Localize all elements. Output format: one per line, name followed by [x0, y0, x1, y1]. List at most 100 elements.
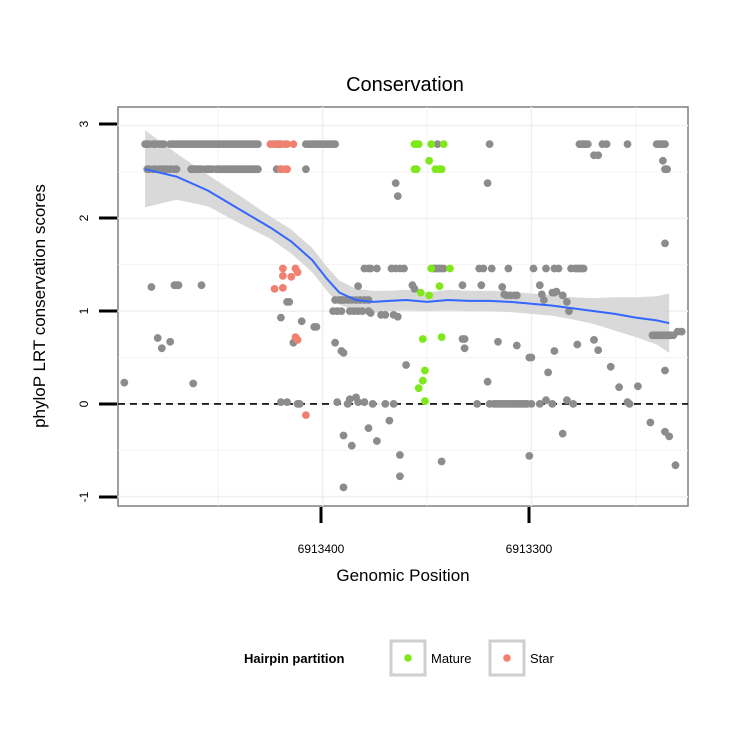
point-other	[525, 452, 534, 460]
point-other	[535, 281, 544, 290]
point-other	[527, 353, 536, 362]
point-other	[153, 334, 162, 342]
point-other	[368, 400, 377, 408]
point-other	[373, 437, 381, 445]
point-mature	[421, 397, 429, 405]
point-other	[295, 400, 304, 408]
y-tick-label: -1	[77, 491, 91, 502]
x-axis: 6913400 6913300 Genomic Position	[298, 507, 553, 585]
point-other	[312, 323, 321, 331]
point-mature	[439, 140, 448, 149]
point-star	[270, 140, 279, 149]
point-other	[479, 264, 488, 273]
point-other	[302, 165, 310, 174]
point-mature	[425, 156, 433, 165]
point-star	[289, 140, 298, 149]
y-tick-label: 1	[77, 307, 91, 314]
point-other	[565, 307, 573, 315]
point-other	[333, 398, 342, 406]
point-other	[389, 400, 398, 408]
point-other	[623, 140, 632, 149]
point-other	[360, 398, 369, 406]
legend-swatch-star	[503, 654, 511, 662]
point-other	[373, 264, 381, 273]
point-other	[615, 383, 623, 392]
point-other	[358, 307, 367, 315]
point-other	[400, 264, 408, 273]
point-other	[594, 151, 603, 160]
confidence-ribbon	[145, 130, 670, 353]
point-mature	[414, 140, 423, 149]
point-other	[594, 346, 603, 354]
point-other	[337, 307, 346, 315]
point-mature	[418, 376, 427, 385]
point-other	[542, 264, 550, 273]
point-other	[663, 165, 671, 174]
point-other	[172, 165, 181, 174]
y-tick-label: 0	[77, 400, 91, 407]
point-other	[254, 165, 262, 174]
point-other	[396, 451, 404, 459]
point-star	[283, 140, 291, 149]
point-mature	[416, 288, 425, 297]
y-tick-label: 3	[77, 120, 91, 127]
point-mature	[425, 291, 433, 300]
point-other	[381, 311, 390, 319]
point-star	[293, 336, 302, 344]
point-other	[583, 140, 592, 149]
point-other	[646, 418, 655, 427]
y-axis: 3 2 1 0 -1 phyloP LRT conservation score…	[30, 120, 117, 502]
point-other	[410, 285, 419, 293]
point-star	[279, 272, 287, 280]
point-other	[542, 396, 550, 405]
point-other	[665, 432, 674, 441]
point-other	[160, 140, 168, 149]
point-mature	[414, 384, 423, 393]
point-star	[283, 165, 291, 174]
point-other	[277, 313, 285, 322]
point-other	[385, 416, 394, 425]
x-axis-label: Genomic Position	[336, 566, 469, 585]
point-other	[487, 264, 496, 273]
point-other	[579, 264, 588, 273]
point-other	[352, 393, 360, 402]
legend-title: Hairpin partition	[244, 651, 344, 666]
point-other	[573, 340, 582, 349]
point-other	[558, 429, 567, 438]
point-other	[544, 368, 552, 377]
point-other	[563, 298, 571, 306]
point-mature	[412, 165, 421, 174]
point-other	[439, 264, 448, 273]
point-mature	[437, 333, 446, 341]
point-other	[460, 335, 469, 343]
data-points	[120, 140, 686, 492]
point-other	[677, 327, 686, 336]
point-other	[606, 362, 615, 371]
point-other	[331, 338, 339, 347]
x-tick-label: 6913400	[298, 542, 345, 556]
legend-label-mature: Mature	[431, 651, 471, 666]
point-other	[535, 400, 544, 408]
point-other	[548, 400, 557, 408]
point-other	[339, 349, 348, 357]
point-other	[483, 179, 492, 188]
point-other	[366, 264, 375, 273]
point-other	[498, 283, 507, 291]
point-star	[279, 284, 287, 292]
point-mature	[418, 335, 427, 343]
point-other	[391, 179, 400, 188]
point-other	[634, 382, 642, 391]
point-other	[460, 344, 469, 353]
point-other	[354, 282, 362, 290]
point-other	[485, 140, 494, 149]
point-mature	[446, 264, 454, 273]
point-other	[661, 366, 669, 375]
point-other	[527, 400, 536, 408]
point-other	[477, 281, 486, 290]
point-other	[552, 287, 561, 296]
point-other	[174, 281, 183, 290]
point-other	[512, 291, 521, 300]
point-other	[254, 140, 262, 149]
point-star	[302, 411, 310, 419]
